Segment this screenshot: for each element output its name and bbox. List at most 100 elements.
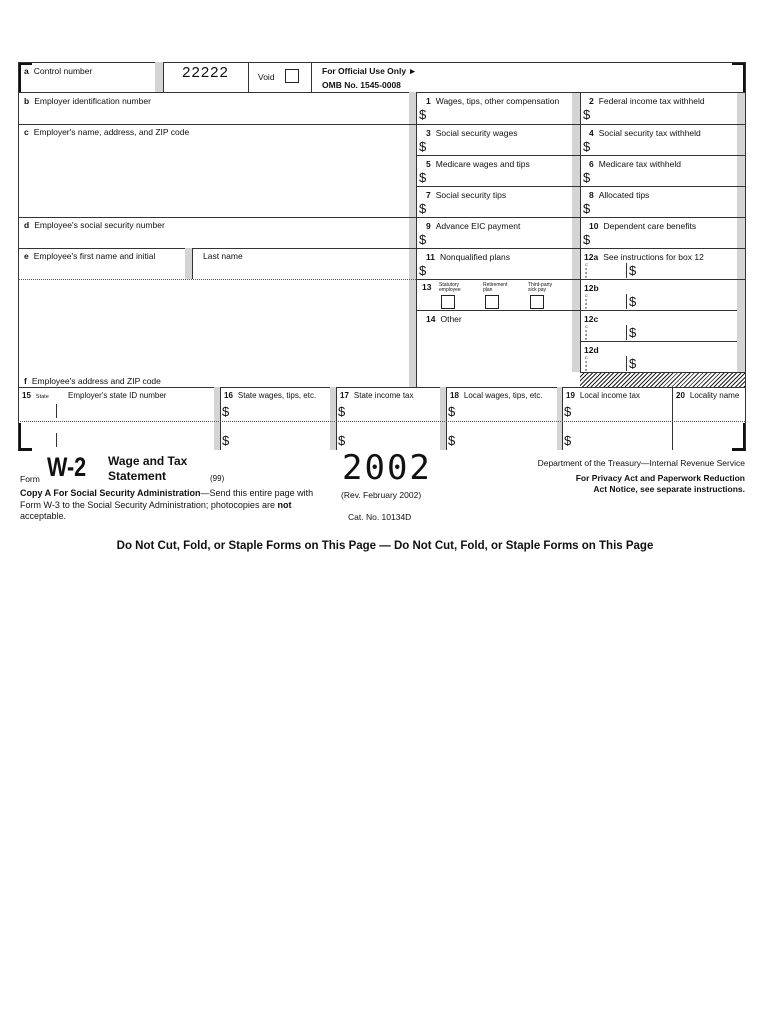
box12d-amount-input[interactable] bbox=[640, 356, 734, 371]
control-number-input[interactable] bbox=[24, 77, 152, 90]
state-row1-col1-input[interactable] bbox=[20, 404, 54, 419]
void-checkbox[interactable] bbox=[285, 69, 299, 83]
state-row1-col5-input[interactable] bbox=[460, 404, 560, 419]
state-row1-col7-input[interactable] bbox=[686, 404, 735, 419]
box7-input[interactable] bbox=[432, 201, 568, 216]
vertical-rule bbox=[626, 325, 627, 340]
horizontal-rule bbox=[416, 310, 580, 311]
vertical-rule bbox=[562, 387, 563, 450]
horizontal-rule bbox=[416, 217, 745, 218]
horizontal-rule bbox=[416, 92, 745, 93]
employee-first-name-input[interactable] bbox=[24, 263, 182, 277]
state-row1-col3-input[interactable] bbox=[234, 404, 334, 419]
state-row1-col4-input[interactable] bbox=[350, 404, 444, 419]
box12d-code-input[interactable] bbox=[592, 356, 624, 371]
box-number: 3 bbox=[426, 128, 431, 138]
employee-last-name-input[interactable] bbox=[196, 263, 406, 277]
box-label: Locality name bbox=[689, 391, 740, 400]
box-number: 9 bbox=[426, 221, 431, 231]
box13-checkbox-0[interactable] bbox=[441, 295, 455, 309]
box2-input[interactable] bbox=[596, 107, 732, 122]
vertical-rule bbox=[626, 263, 627, 278]
box12a-code-input[interactable] bbox=[592, 263, 624, 278]
dollar-sign: $ bbox=[629, 356, 637, 371]
box8-input[interactable] bbox=[596, 201, 732, 216]
shaded-strip bbox=[330, 387, 336, 450]
box7-label: 7 Social security tips bbox=[426, 190, 506, 200]
box-label: Control number bbox=[33, 66, 93, 76]
state-row2-col2-input[interactable] bbox=[58, 424, 218, 439]
box-label: Local wages, tips, etc. bbox=[463, 391, 543, 400]
box13-checkbox-1[interactable] bbox=[485, 295, 499, 309]
box-number: 4 bbox=[589, 128, 594, 138]
employee-address-label: f Employee's address and ZIP code bbox=[24, 376, 161, 386]
dollar-sign: $ bbox=[338, 404, 346, 419]
box-label: Employer's state ID number bbox=[68, 391, 167, 400]
box12b-code-input[interactable] bbox=[592, 294, 624, 309]
box12c-amount-input[interactable] bbox=[640, 325, 734, 340]
vertical-rule bbox=[626, 294, 627, 309]
employer-name-label: c Employer's name, address, and ZIP code bbox=[24, 127, 189, 137]
dollar-sign: $ bbox=[583, 107, 591, 122]
state-row2-col3-input[interactable] bbox=[234, 424, 334, 439]
box-number: 10 bbox=[589, 221, 599, 231]
box13-option-label: Retirement plan bbox=[483, 282, 508, 293]
state-row2-col4-input[interactable] bbox=[350, 424, 444, 439]
box6-input[interactable] bbox=[596, 170, 732, 185]
state-row1-col2-input[interactable] bbox=[58, 404, 218, 419]
code-label: Code bbox=[585, 262, 588, 279]
state-row1-col6-input[interactable] bbox=[576, 404, 670, 419]
privacy-notice-line1: For Privacy Act and Paperwork Reduction bbox=[575, 473, 745, 483]
vertical-rule bbox=[56, 404, 57, 418]
horizontal-rule bbox=[18, 62, 745, 63]
code-label: Code bbox=[585, 355, 588, 372]
official-use-label: For Official Use Only ► bbox=[322, 66, 417, 76]
dollar-sign: $ bbox=[629, 325, 637, 340]
box3-input[interactable] bbox=[432, 139, 568, 154]
shaded-strip bbox=[409, 92, 416, 387]
vertical-rule bbox=[446, 387, 447, 450]
box-number: 17 bbox=[340, 391, 349, 400]
box-number: e bbox=[24, 251, 29, 261]
copy-a-not: not bbox=[277, 499, 292, 510]
shaded-strip bbox=[440, 387, 446, 450]
box12a-amount-input[interactable] bbox=[640, 263, 734, 278]
box9-input[interactable] bbox=[432, 232, 568, 247]
box14-input[interactable] bbox=[426, 326, 566, 383]
corner-mark bbox=[743, 423, 746, 451]
state-row2-col7-input[interactable] bbox=[686, 424, 735, 439]
copy-a-end: acceptable. bbox=[20, 511, 67, 521]
state-row2-col1-input[interactable] bbox=[20, 424, 54, 439]
box-label: Medicare wages and tips bbox=[435, 159, 530, 169]
box-label: Employer identification number bbox=[34, 96, 151, 106]
box-number: 12c bbox=[584, 314, 599, 324]
dollar-sign: $ bbox=[583, 139, 591, 154]
state-row2-col5-input[interactable] bbox=[460, 424, 560, 439]
form-id: W-2 bbox=[47, 452, 87, 482]
box12c-code-input[interactable] bbox=[592, 325, 624, 340]
employer-name-input[interactable] bbox=[24, 139, 404, 214]
box11-input[interactable] bbox=[432, 263, 568, 278]
catalog-number: Cat. No. 10134D bbox=[348, 512, 412, 522]
box12b-amount-input[interactable] bbox=[640, 294, 734, 309]
shaded-strip bbox=[214, 387, 220, 450]
box5-input[interactable] bbox=[432, 170, 568, 185]
state-row2-col6-input[interactable] bbox=[576, 424, 670, 439]
vertical-rule bbox=[192, 248, 193, 279]
box6-label: 6 Medicare tax withheld bbox=[589, 159, 681, 169]
employee-address-input[interactable] bbox=[24, 283, 404, 373]
copy-a-text: —Send this entire page with Form W-3 to … bbox=[20, 488, 314, 510]
box11-label: 11 Nonqualified plans bbox=[426, 252, 510, 262]
box1-input[interactable] bbox=[432, 107, 568, 122]
employer-ein-input[interactable] bbox=[24, 107, 404, 122]
box4-input[interactable] bbox=[596, 139, 732, 154]
control-number-label: a Control number bbox=[24, 66, 92, 76]
box10-input[interactable] bbox=[596, 232, 732, 247]
box13-checkbox-2[interactable] bbox=[530, 295, 544, 309]
box-label: Allocated tips bbox=[598, 190, 650, 200]
vertical-rule bbox=[580, 92, 581, 372]
corner-mark bbox=[18, 62, 32, 65]
box-number: a bbox=[24, 66, 29, 76]
corner-mark bbox=[732, 62, 746, 65]
employee-ssn-input[interactable] bbox=[24, 232, 404, 246]
